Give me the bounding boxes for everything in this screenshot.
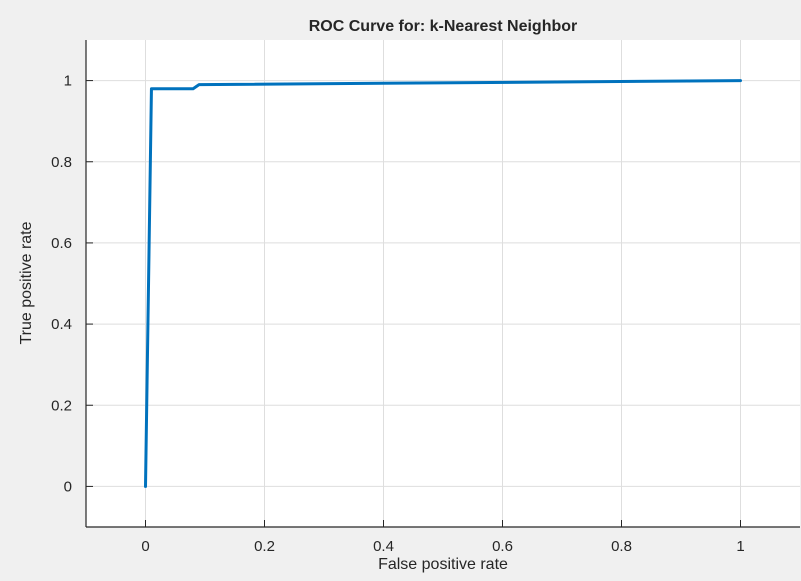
x-tick-label: 0.8: [611, 538, 632, 555]
x-tick-label: 1: [736, 538, 744, 555]
x-tick-label: 0.2: [254, 538, 275, 555]
axes-background: [86, 40, 800, 527]
chart-title: ROC Curve for: k-Nearest Neighbor: [309, 18, 578, 35]
y-tick-labels: 0 0.2 0.4 0.6 0.8 1: [51, 73, 72, 496]
grid-lines: [86, 40, 800, 527]
y-tick-label: 0: [64, 478, 72, 495]
y-tick-label: 0.4: [51, 316, 72, 333]
y-axis-label: True positive rate: [18, 221, 35, 344]
series-group: [144, 79, 742, 488]
y-tick-label: 0.8: [51, 154, 72, 171]
x-tick-label: 0.6: [492, 538, 513, 555]
y-tick-label: 0.2: [51, 397, 72, 414]
x-tick-label: 0.4: [373, 538, 394, 555]
x-tick-labels: 0 0.2 0.4 0.6 0.8 1: [141, 538, 744, 555]
y-tick-label: 0.6: [51, 235, 72, 252]
axes-lines: [85, 40, 800, 528]
roc-curve-line: [144, 79, 742, 488]
x-axis-label: False positive rate: [378, 556, 508, 573]
y-tick-label: 1: [64, 73, 72, 90]
x-tick-label: 0: [141, 538, 149, 555]
